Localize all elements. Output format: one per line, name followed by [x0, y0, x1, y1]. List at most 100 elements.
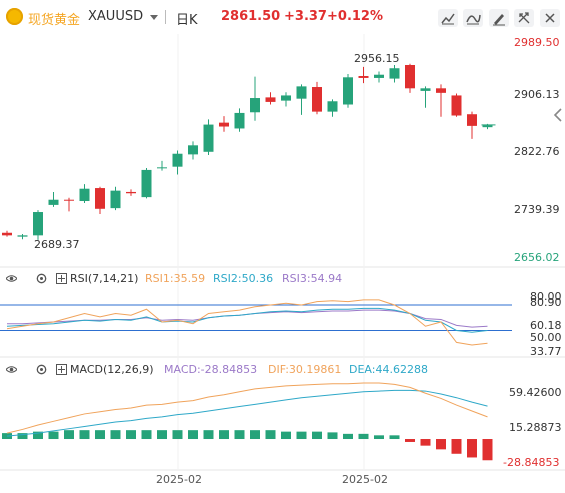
rsi-axis-label: 33.77: [530, 345, 562, 358]
macd-axis-label: 59.42600: [509, 386, 562, 399]
candle-body: [33, 212, 43, 236]
macd-histogram-bar: [250, 430, 260, 440]
visibility-icon[interactable]: [6, 273, 17, 284]
indicators-icon[interactable]: [463, 9, 483, 27]
indicator-menu-icon[interactable]: [56, 364, 67, 375]
candle-body: [265, 97, 276, 102]
instrument-name: 现货黄金: [28, 13, 81, 28]
macd-histogram-bar: [281, 431, 291, 440]
candle-body: [234, 112, 245, 129]
macd-histogram-bar: [467, 439, 477, 458]
candle-body: [141, 169, 152, 198]
candle-body: [296, 86, 307, 99]
candle-body: [95, 188, 105, 209]
close-icon[interactable]: [540, 9, 560, 27]
macd-histogram-bar: [482, 439, 493, 461]
divider: [165, 10, 166, 24]
candle-body: [250, 98, 260, 113]
chart-style-icon[interactable]: [438, 9, 458, 27]
settings-icon[interactable]: [514, 9, 534, 27]
candle-body: [157, 167, 167, 169]
dif-value: DIF:30.19861: [268, 363, 342, 376]
candle-body: [343, 77, 353, 105]
candle-body: [374, 74, 384, 78]
visibility-icon[interactable]: [6, 364, 17, 375]
rsi1-value: RSI1:35.59: [145, 272, 206, 285]
macd-histogram-bar: [79, 430, 90, 440]
macd-histogram-bar: [33, 431, 43, 440]
candle-body: [64, 199, 74, 201]
settings-icon[interactable]: [36, 364, 47, 375]
dif-line: [6, 382, 488, 434]
macd-histogram-bar: [451, 439, 462, 454]
macd-histogram-bar: [374, 435, 384, 440]
macd-histogram-bar: [420, 439, 431, 446]
candle-body: [2, 232, 12, 236]
candle-body: [17, 235, 28, 237]
chevron-down-icon[interactable]: [150, 15, 158, 20]
timeframe-label[interactable]: 日K: [176, 13, 198, 28]
macd-histogram-bar: [312, 431, 322, 440]
candle-body: [389, 68, 400, 79]
indicator-menu-icon[interactable]: [56, 273, 67, 284]
candle-body: [312, 87, 322, 112]
date-axis-label: 2025-02: [156, 473, 202, 486]
chevron-left-icon[interactable]: [553, 108, 563, 122]
macd-value: MACD:-28.84853: [164, 363, 258, 376]
macd-histogram-bar: [126, 430, 136, 440]
candle-body: [188, 145, 198, 155]
macd-legend: MACD(12,26,9) MACD:-28.84853 DIF:30.1986…: [6, 363, 466, 379]
chart-header: 现货黄金 XAUUSD 日K 2861.50 +3.37 +0.12%: [0, 0, 565, 34]
candle-body: [48, 199, 59, 205]
candle-body: [327, 101, 338, 112]
macd-histogram-bar: [95, 430, 105, 440]
rsi-axis-label: 80.00: [530, 290, 562, 303]
candle-body: [203, 124, 214, 152]
date-axis-label: 2025-02: [342, 473, 388, 486]
macd-histogram-bar: [296, 431, 307, 440]
candle-body: [436, 88, 446, 93]
settings-icon[interactable]: [36, 273, 47, 284]
price-change-percent: +0.12%: [327, 9, 383, 24]
macd-histogram-bar: [389, 435, 400, 440]
candle-body: [451, 95, 462, 116]
macd-histogram-bar: [358, 433, 369, 440]
macd-histogram-bar: [343, 433, 353, 440]
last-price: 2861.50: [221, 9, 281, 24]
macd-histogram-bar: [234, 430, 245, 440]
rsi-axis-label: 50.00: [530, 331, 562, 344]
macd-histogram-bar: [141, 430, 152, 440]
gold-coin-icon: [6, 8, 23, 25]
candle-body: [467, 114, 477, 126]
candle-body: [281, 95, 291, 101]
macd-axis-label: -28.84853: [503, 456, 560, 469]
macd-pane: [2, 382, 493, 461]
macd-title: MACD(12,26,9): [70, 363, 154, 376]
rsi-title: RSI(7,14,21): [70, 272, 139, 285]
macd-histogram-bar: [265, 430, 276, 440]
macd-histogram-bar: [436, 439, 446, 450]
candle-body: [79, 188, 90, 202]
price-axis-label: 2822.76: [514, 145, 560, 158]
rsi-legend: RSI(7,14,21) RSI1:35.59 RSI2:50.36 RSI3:…: [6, 272, 426, 288]
symbol-selector[interactable]: XAUUSD: [88, 9, 144, 24]
macd-histogram-bar: [64, 430, 74, 440]
price-axis-label: 2739.39: [514, 203, 560, 216]
macd-histogram-bar: [219, 430, 229, 440]
candle-body: [219, 122, 229, 127]
macd-histogram-bar: [203, 430, 214, 440]
price-axis-label: 2906.13: [514, 88, 560, 101]
price-axis-label: 2656.02: [514, 251, 560, 264]
candle-body: [358, 76, 369, 78]
price-axis-label: 2989.50: [514, 36, 560, 49]
dea-value: DEA:44.62288: [349, 363, 428, 376]
macd-axis-label: 15.28873: [509, 421, 562, 434]
rsi2-value: RSI2:50.36: [213, 272, 274, 285]
price-change: +3.37: [284, 9, 327, 24]
draw-icon[interactable]: [489, 9, 509, 27]
high-price-annotation: 2956.15: [354, 52, 400, 65]
rsi-axis-label: 60.18: [530, 319, 562, 332]
macd-histogram-bar: [110, 430, 121, 440]
low-price-annotation: 2689.37: [34, 238, 80, 251]
